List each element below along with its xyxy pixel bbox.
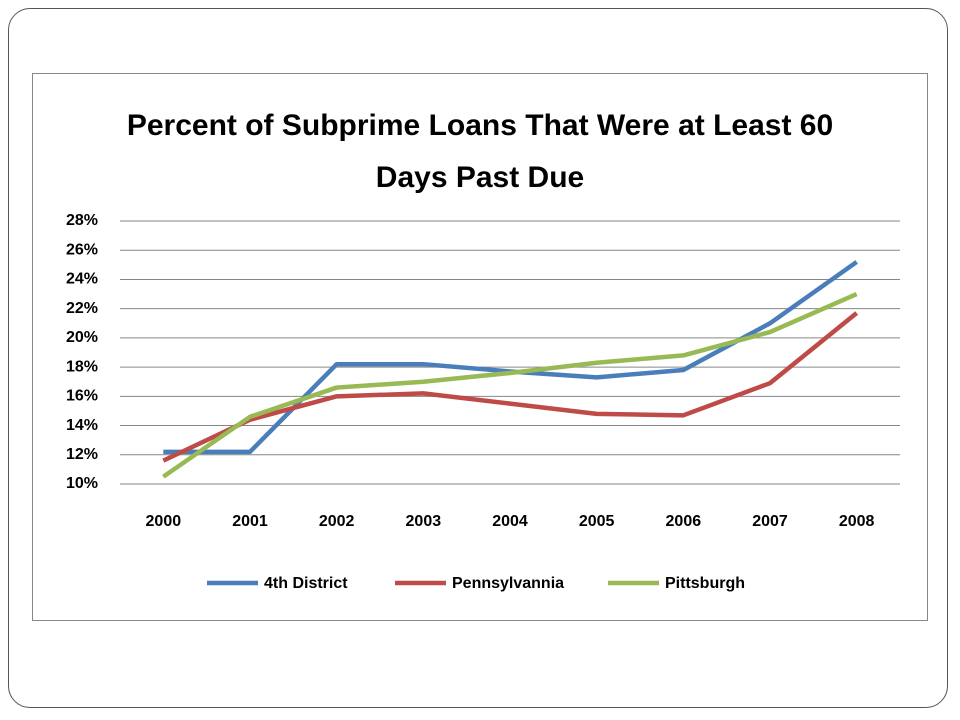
y-tick-label: 26%: [66, 241, 98, 258]
y-tick-label: 12%: [66, 446, 98, 463]
x-tick-label: 2003: [406, 513, 442, 530]
y-tick-label: 28%: [66, 212, 98, 229]
y-tick-label: 14%: [66, 417, 98, 434]
series-line: [162, 311, 859, 463]
series-line: [163, 260, 858, 455]
y-tick-label: 24%: [66, 271, 98, 288]
y-tick-label: 22%: [66, 300, 98, 317]
x-tick-label: 2002: [319, 513, 355, 530]
x-tick-label: 2006: [666, 513, 702, 530]
legend-label: Pennsylvannia: [452, 575, 564, 592]
y-tick-label: 18%: [66, 358, 98, 375]
x-tick-label: 2004: [492, 513, 528, 530]
legend-label: 4th District: [264, 575, 348, 592]
x-tick-label: 2001: [232, 513, 268, 530]
x-tick-label: 2007: [752, 513, 788, 530]
x-tick-label: 2005: [579, 513, 615, 530]
series-line: [162, 291, 858, 479]
y-tick-label: 16%: [66, 388, 98, 405]
x-tick-label: 2000: [146, 513, 182, 530]
x-tick-label: 2008: [839, 513, 875, 530]
slide-frame: [8, 8, 948, 708]
y-tick-label: 10%: [66, 475, 98, 492]
legend-label: Pittsburgh: [665, 575, 745, 592]
chart-frame: [32, 73, 928, 621]
y-tick-label: 20%: [66, 329, 98, 346]
chart-title: Percent of Subprime Loans That Were at L…: [126, 109, 834, 194]
